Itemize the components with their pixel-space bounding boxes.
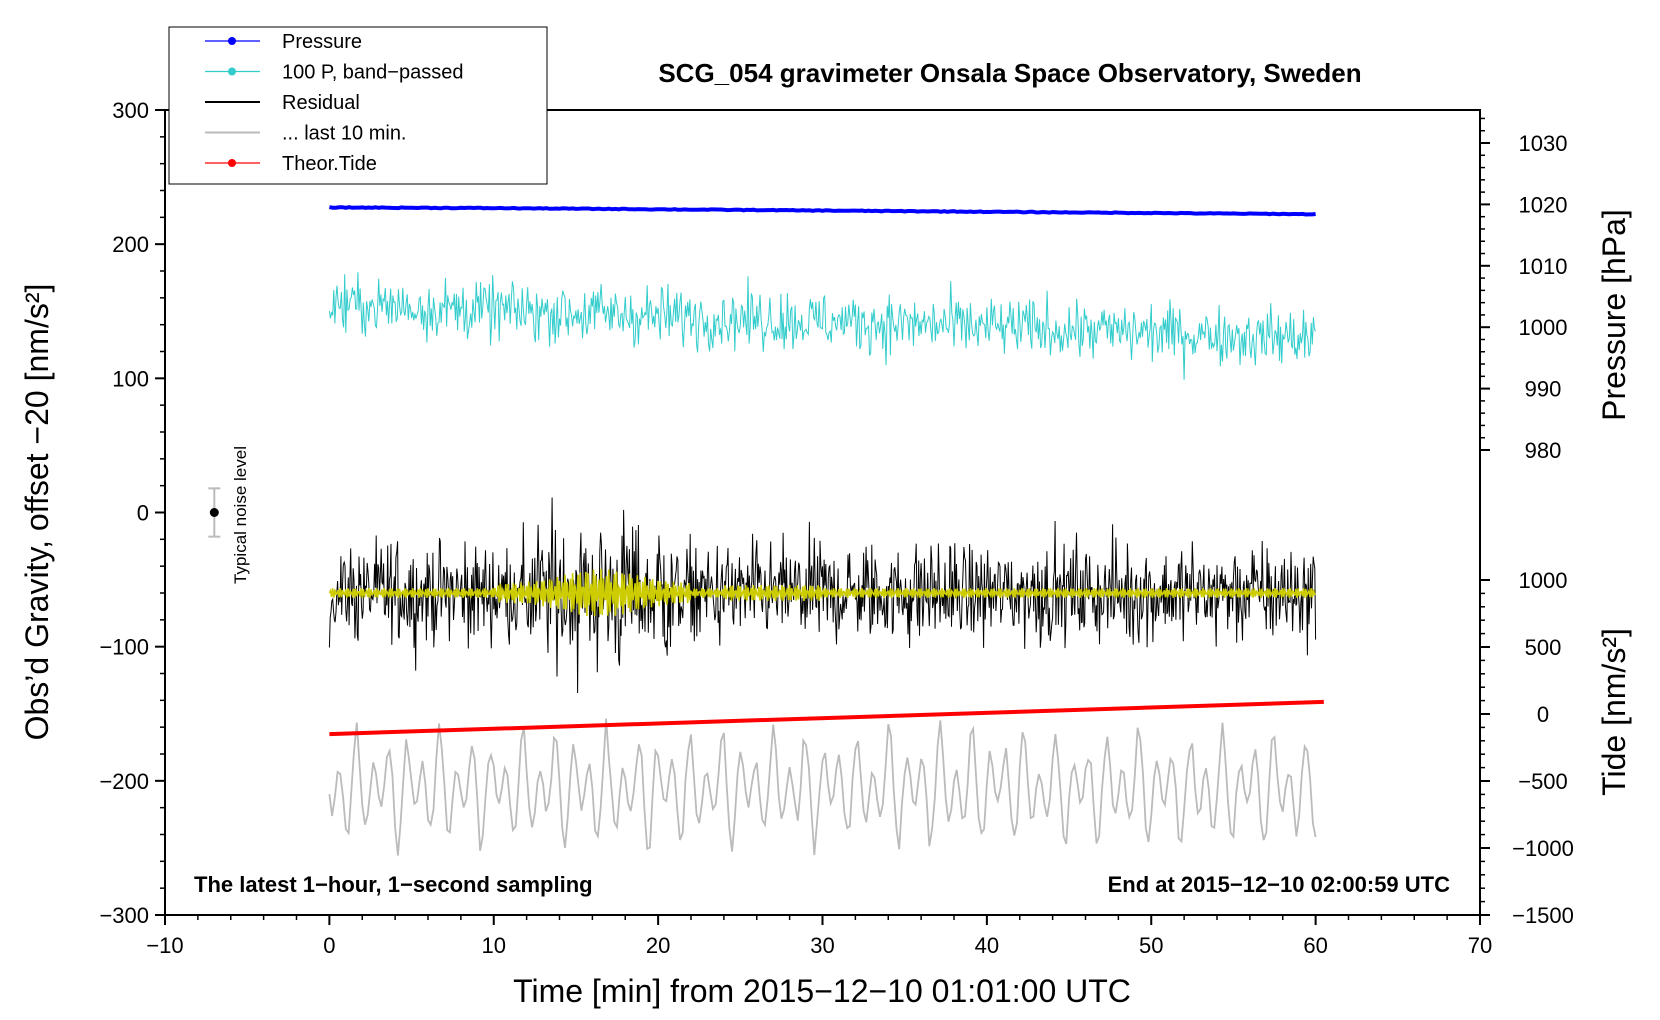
y-left-tick-label: −300 [99, 903, 149, 928]
tide-tick-label: 0 [1537, 702, 1549, 727]
x-tick-label: 50 [1139, 933, 1163, 958]
legend-label: Residual [282, 92, 360, 114]
series-layer [328, 205, 1324, 856]
x-tick-label: 0 [323, 933, 335, 958]
legend: Pressure 100 P, band−passed Residual ... la… [168, 26, 548, 185]
pressure-axis-title: Pressure [hPa] [1596, 209, 1632, 421]
pressure-tick-label: 1030 [1519, 131, 1568, 156]
tide-axis-title: Tide [nm/s²] [1596, 628, 1632, 796]
y-left-axis-title: Obs’d Gravity, offset −20 [nm/s²] [19, 284, 55, 741]
y-left-tick-label: 300 [112, 98, 149, 123]
pressure-tick-label: 1010 [1519, 254, 1568, 279]
x-tick-label: 20 [646, 933, 670, 958]
legend-marker [228, 37, 236, 45]
x-tick-label: 70 [1468, 933, 1492, 958]
x-tick-label: 10 [482, 933, 506, 958]
tide-tick-label: 1000 [1519, 568, 1568, 593]
legend-label: ... last 10 min. [282, 123, 407, 145]
legend-box [168, 26, 548, 185]
y-pressure-axis: 1030 1020 1010 1000 990 980 [1480, 117, 1568, 463]
tide-tick-label: −1000 [1512, 836, 1574, 861]
legend-marker [228, 159, 236, 167]
noise-bar-dot [209, 508, 219, 517]
x-tick-label: 40 [975, 933, 999, 958]
end-time-note: End at 2015−12−10 02:00:59 UTC [1108, 872, 1451, 897]
series-residual-smoothed [328, 568, 1316, 617]
y-left-tick-label: 100 [112, 366, 149, 391]
chart-title: SCG_054 gravimeter Onsala Space Observat… [658, 58, 1361, 88]
x-axis: −10 0 10 20 30 40 50 60 70 [146, 915, 1492, 958]
pressure-tick-label: 980 [1525, 438, 1562, 463]
y-left-tick-label: −100 [99, 635, 149, 660]
noise-level-marker [208, 487, 221, 538]
legend-label: Pressure [282, 31, 362, 53]
pressure-tick-label: 990 [1525, 377, 1562, 402]
x-tick-label: 30 [810, 933, 834, 958]
tide-tick-label: −500 [1518, 769, 1568, 794]
pressure-tick-label: 1000 [1519, 315, 1568, 340]
series-band-passed [328, 272, 1317, 380]
legend-marker [228, 67, 236, 76]
y-left-tick-label: 200 [112, 232, 149, 257]
y-tide-axis: 1000 500 0 −500 −1000 −1500 [1480, 568, 1574, 928]
series-last-10-min [328, 718, 1317, 856]
sampling-note: The latest 1−hour, 1−second sampling [194, 872, 593, 897]
tide-tick-label: 500 [1525, 635, 1562, 660]
y-left-tick-label: −200 [99, 769, 149, 794]
pressure-tick-label: 1020 [1519, 192, 1568, 217]
y-left-tick-label: 0 [137, 501, 149, 526]
x-axis-title: Time [min] from 2015−12−10 01:01:00 UTC [513, 973, 1131, 1009]
series-residual [328, 497, 1317, 694]
y-left-axis: 300 200 100 0 −100 −200 −300 [99, 98, 165, 928]
legend-label: Theor.Tide [282, 153, 377, 175]
noise-level-label: Typical noise level [231, 446, 250, 584]
x-tick-label: −10 [146, 933, 183, 958]
series-pressure [328, 205, 1316, 217]
x-tick-label: 60 [1303, 933, 1327, 958]
series-theor-tide [329, 699, 1324, 737]
tide-tick-label: −1500 [1512, 903, 1574, 928]
legend-label: 100 P, band−passed [282, 62, 463, 84]
